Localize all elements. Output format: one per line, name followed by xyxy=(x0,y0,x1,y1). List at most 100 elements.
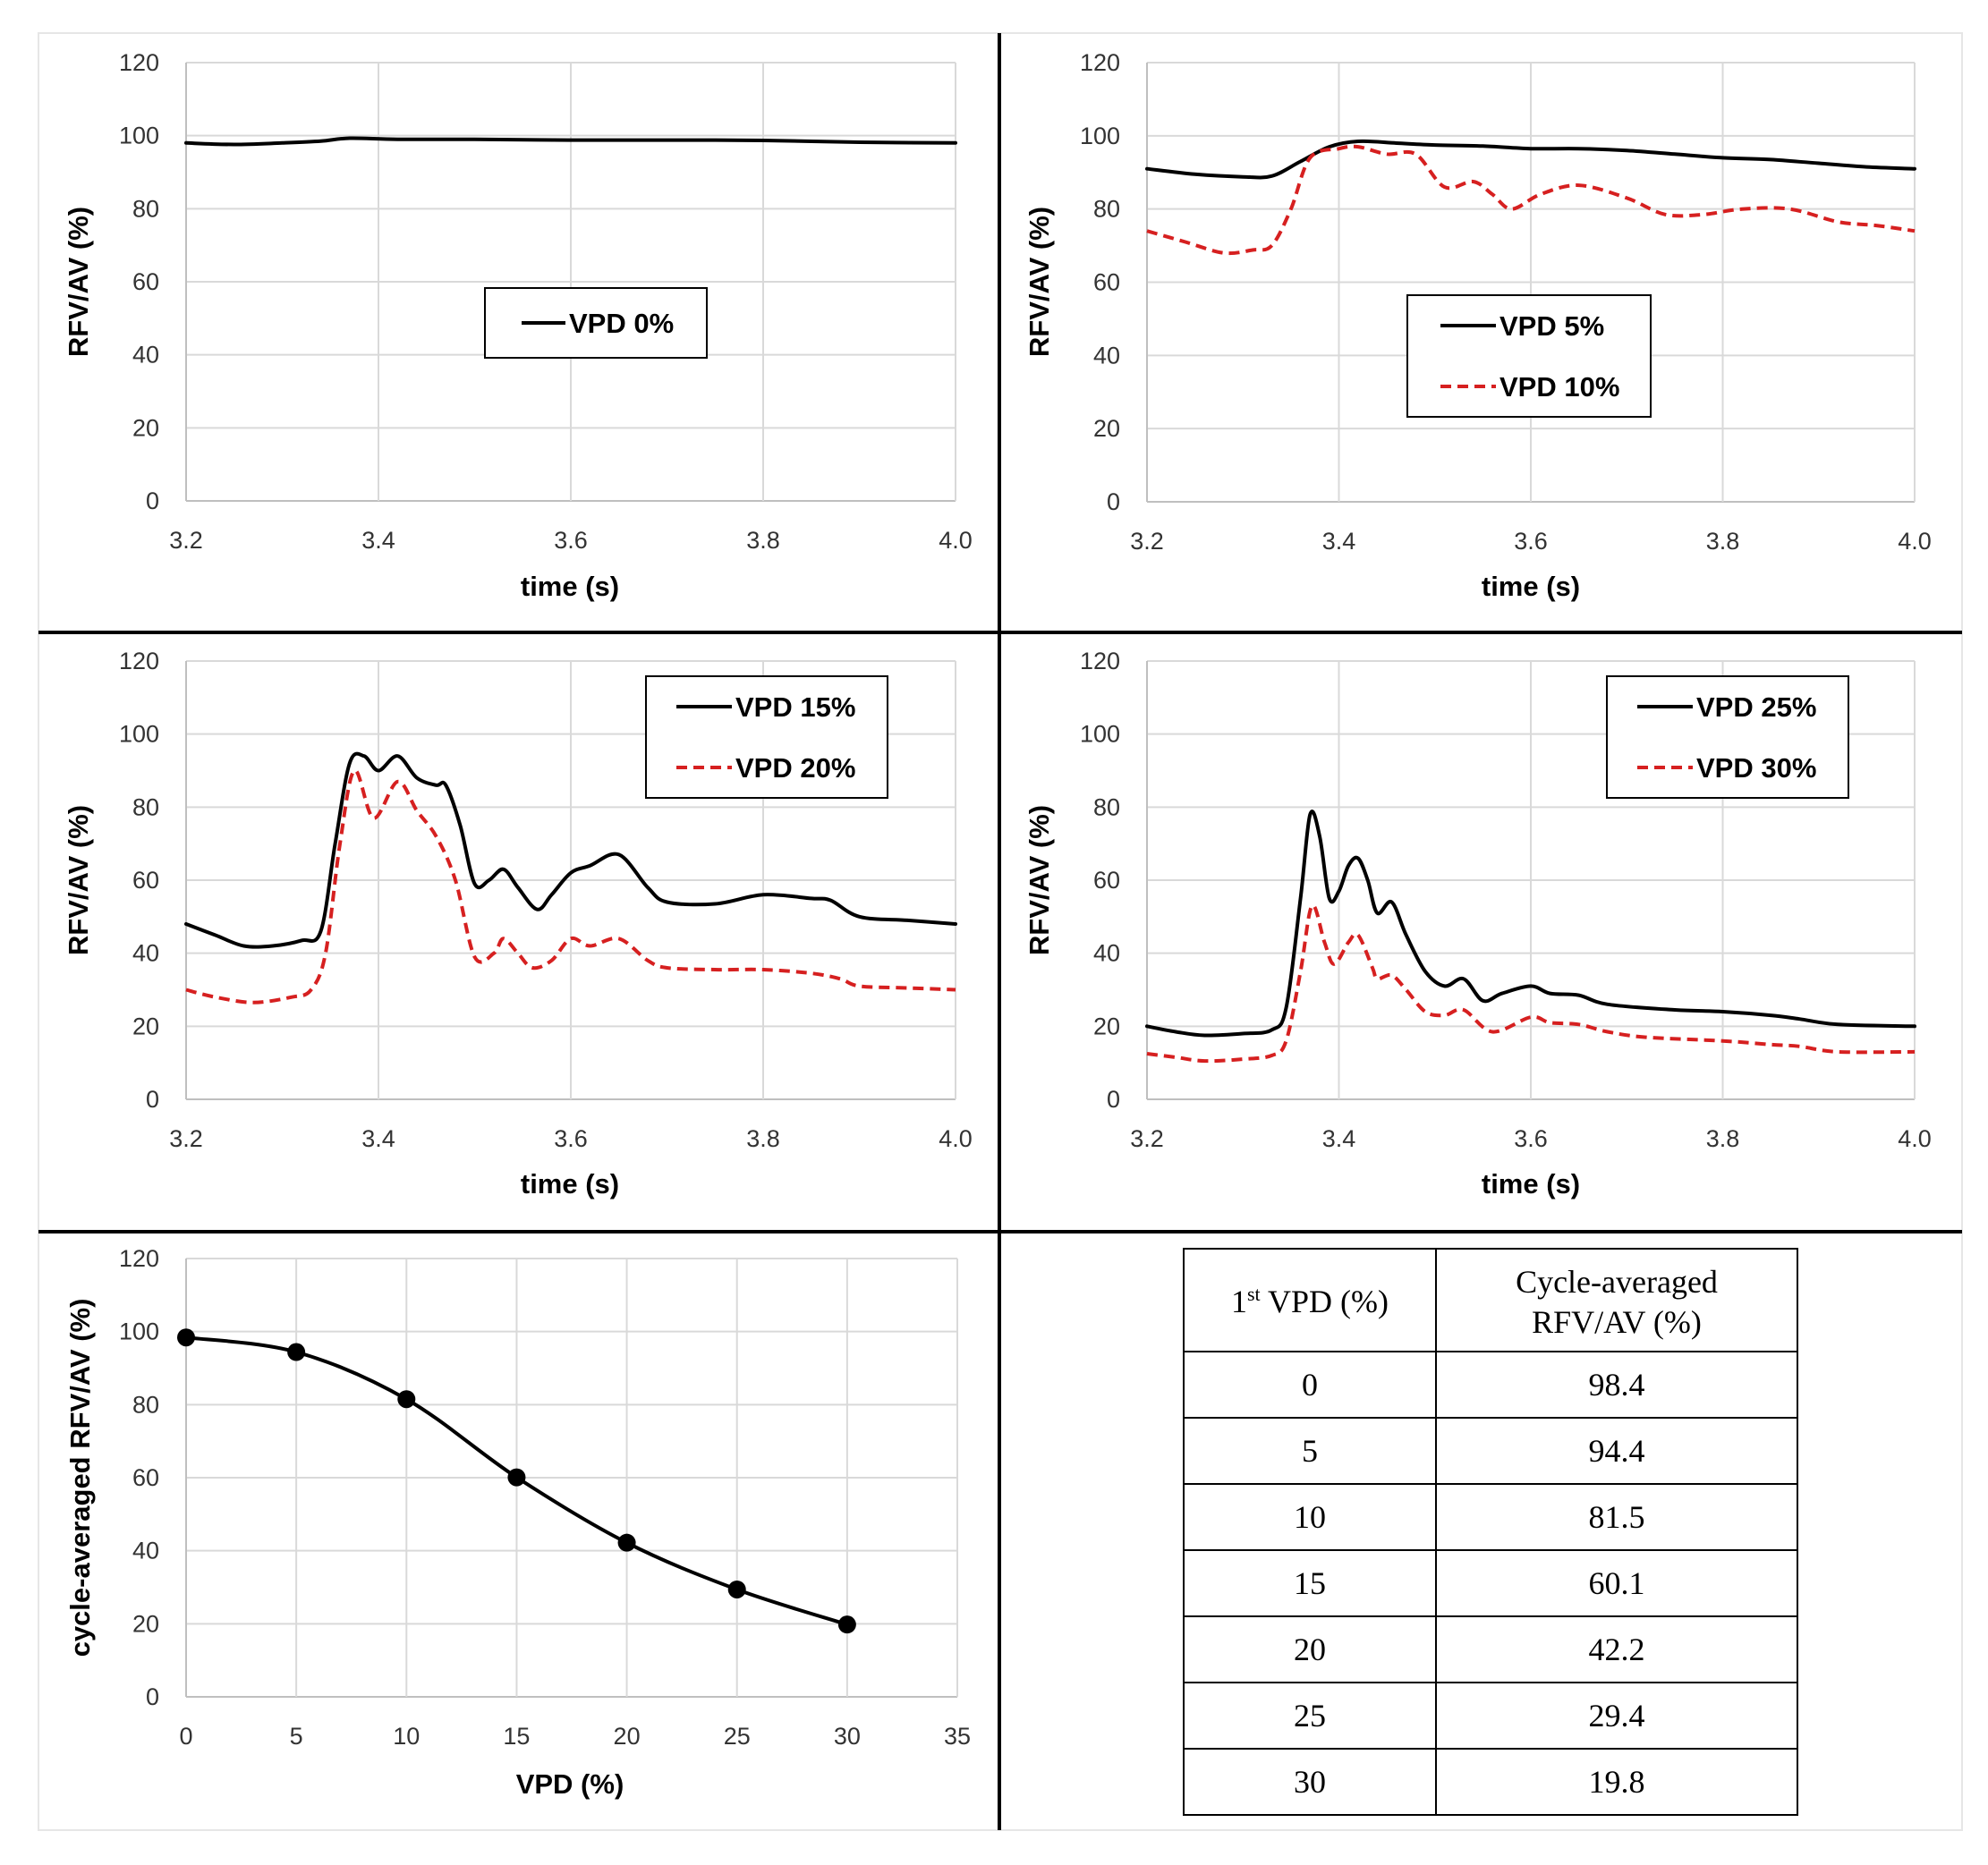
x-tick-label: 3.4 xyxy=(1322,528,1356,555)
y-tick-label: 20 xyxy=(1093,1013,1120,1039)
legend: VPD 15% VPD 20% xyxy=(645,675,888,799)
y-tick-label: 0 xyxy=(146,1683,159,1710)
x-tick-label: 3.4 xyxy=(1322,1125,1356,1152)
x-tick-label: 3.4 xyxy=(361,527,395,554)
legend-label-vpd-25: VPD 25% xyxy=(1696,691,1816,723)
x-tick-label: 3.6 xyxy=(1514,1125,1548,1152)
y-tick-label: 120 xyxy=(119,1245,159,1272)
x-tick-label: 25 xyxy=(724,1723,751,1750)
series-line-vpd-10- xyxy=(1146,144,1916,256)
table-cell-vpd: 15 xyxy=(1294,1565,1326,1601)
chart-vpd-0: 0 20 40 60 80 100 120 3.2 3.4 3.6 3.8 4.0 time (s) RF… xyxy=(63,49,973,602)
series-line-vpd-0- xyxy=(184,136,957,147)
table-cell-rfv: 81.5 xyxy=(1589,1499,1645,1535)
plot-area: 0 20 40 60 80 100 120 3.2 3.4 3.6 3.8 4.0 time (s) RF… xyxy=(63,49,973,602)
y-tick-label: 120 xyxy=(1080,648,1120,674)
table-cell-rfv: 42.2 xyxy=(1589,1632,1645,1667)
plot-area: 0 20 40 60 80 100 120 0 5 10 15 20 25 30 35 VPD (%) cycl… xyxy=(64,1245,971,1800)
x-tick-label: 0 xyxy=(179,1723,192,1750)
x-tick-label: 3.2 xyxy=(169,527,203,554)
table-border xyxy=(1183,1248,1798,1816)
y-axis-title: cycle-averaged RFV/AV (%) xyxy=(64,1299,96,1657)
x-tick-label: 3.6 xyxy=(554,527,588,554)
table-body: 0 98.4 5 94.4 10 81.5 15 60.1 20 42.2 25 29.4 30 19.8 xyxy=(1294,1367,1645,1800)
chart-cycle-averaged: 0 20 40 60 80 100 120 0 5 10 15 20 25 30 35 VPD (%) cycl… xyxy=(64,1245,971,1800)
table-cell-rfv: 29.4 xyxy=(1589,1698,1645,1734)
data-point-marker xyxy=(507,1468,526,1487)
x-axis-title: time (s) xyxy=(521,571,619,602)
y-tick-label: 40 xyxy=(132,342,159,369)
y-tick-label: 40 xyxy=(1093,342,1120,369)
series-line-vpd-30- xyxy=(1146,903,1916,1064)
legend-label-vpd-15: VPD 15% xyxy=(735,691,855,723)
y-tick-label: 40 xyxy=(132,940,159,967)
plot-area: 0 20 40 60 80 100 120 3.2 3.4 3.6 3.8 4.0 time (s) RF… xyxy=(1024,648,1932,1200)
table-cell-vpd: 0 xyxy=(1302,1367,1318,1403)
x-tick-label: 3.2 xyxy=(169,1125,203,1152)
x-tick-label: 4.0 xyxy=(939,1125,973,1152)
series-line-vpd-15- xyxy=(184,751,957,949)
legend-label-vpd-10: VPD 10% xyxy=(1499,371,1619,403)
y-tick-label: 80 xyxy=(132,1391,159,1418)
table-cell-vpd: 10 xyxy=(1294,1499,1326,1535)
table-cell-rfv: 60.1 xyxy=(1589,1565,1645,1601)
y-tick-label: 40 xyxy=(132,1538,159,1564)
legend: VPD 5% VPD 10% xyxy=(1406,294,1652,418)
y-tick-label: 60 xyxy=(1093,269,1120,296)
plot-area: 0 20 40 60 80 100 120 3.2 3.4 3.6 3.8 4.0 time (s) RF… xyxy=(1024,49,1932,602)
chart-vpd-5-10: 0 20 40 60 80 100 120 3.2 3.4 3.6 3.8 4.0 time (s) RF… xyxy=(1024,49,1932,602)
data-point-marker xyxy=(727,1580,746,1598)
table-header-rfv-line2: RFV/AV (%) xyxy=(1532,1304,1702,1340)
table-cell-rfv: 19.8 xyxy=(1589,1764,1645,1800)
legend-box xyxy=(1606,675,1849,799)
y-axis-title: RFV/AV (%) xyxy=(63,805,94,955)
table-cell-vpd: 5 xyxy=(1302,1433,1318,1469)
y-tick-label: 80 xyxy=(132,195,159,222)
y-axis-title: RFV/AV (%) xyxy=(63,207,94,357)
legend: VPD 25% VPD 30% xyxy=(1606,675,1849,799)
table-cell-rfv: 94.4 xyxy=(1589,1433,1645,1469)
chart-vpd-15-20: 0 20 40 60 80 100 120 3.2 3.4 3.6 3.8 4.0 time (s) RF… xyxy=(63,648,973,1200)
y-tick-label: 80 xyxy=(1093,793,1120,820)
y-tick-label: 60 xyxy=(132,1464,159,1491)
data-point-marker xyxy=(177,1328,195,1347)
table-cell-vpd: 30 xyxy=(1294,1764,1326,1800)
legend-label-vpd-5: VPD 5% xyxy=(1499,310,1604,342)
y-tick-label: 0 xyxy=(146,487,159,514)
y-tick-label: 0 xyxy=(1107,488,1120,515)
legend-label-vpd-0: VPD 0% xyxy=(569,308,674,339)
y-tick-label: 20 xyxy=(132,414,159,441)
x-tick-label: 5 xyxy=(290,1723,303,1750)
x-axis-title: time (s) xyxy=(521,1168,619,1200)
y-tick-label: 120 xyxy=(119,49,159,76)
series-line-vpd-25- xyxy=(1145,810,1916,1038)
data-point-marker xyxy=(837,1615,856,1634)
y-tick-label: 0 xyxy=(146,1086,159,1113)
x-tick-label: 3.8 xyxy=(1706,1125,1740,1152)
x-tick-label: 3.2 xyxy=(1130,528,1164,555)
table-row-dividers xyxy=(1184,1351,1797,1750)
y-tick-label: 20 xyxy=(132,1013,159,1039)
data-point-marker xyxy=(617,1533,636,1552)
summary-table: 1st VPD (%) Cycle-averaged RFV/AV (%) 0 9… xyxy=(1183,1248,1798,1816)
x-axis-title: time (s) xyxy=(1482,571,1580,602)
x-tick-label: 3.8 xyxy=(746,527,780,554)
y-tick-label: 60 xyxy=(132,268,159,295)
y-tick-label: 60 xyxy=(132,867,159,894)
y-tick-label: 100 xyxy=(119,123,159,149)
x-tick-label: 3.6 xyxy=(1514,528,1548,555)
y-tick-label: 80 xyxy=(132,793,159,820)
data-point-marker xyxy=(397,1390,416,1409)
header-vpd-rest: VPD (%) xyxy=(1261,1284,1389,1319)
x-tick-label: 3.6 xyxy=(554,1125,588,1152)
y-tick-label: 100 xyxy=(1080,123,1120,149)
legend-label-vpd-20: VPD 20% xyxy=(735,752,855,784)
x-axis-title: time (s) xyxy=(1482,1168,1580,1200)
y-tick-label: 120 xyxy=(119,648,159,674)
y-tick-label: 100 xyxy=(1080,721,1120,748)
series-line-vpd-5- xyxy=(1145,139,1916,180)
legend: VPD 0% xyxy=(484,287,708,359)
x-tick-label: 15 xyxy=(503,1723,530,1750)
y-tick-label: 80 xyxy=(1093,196,1120,223)
